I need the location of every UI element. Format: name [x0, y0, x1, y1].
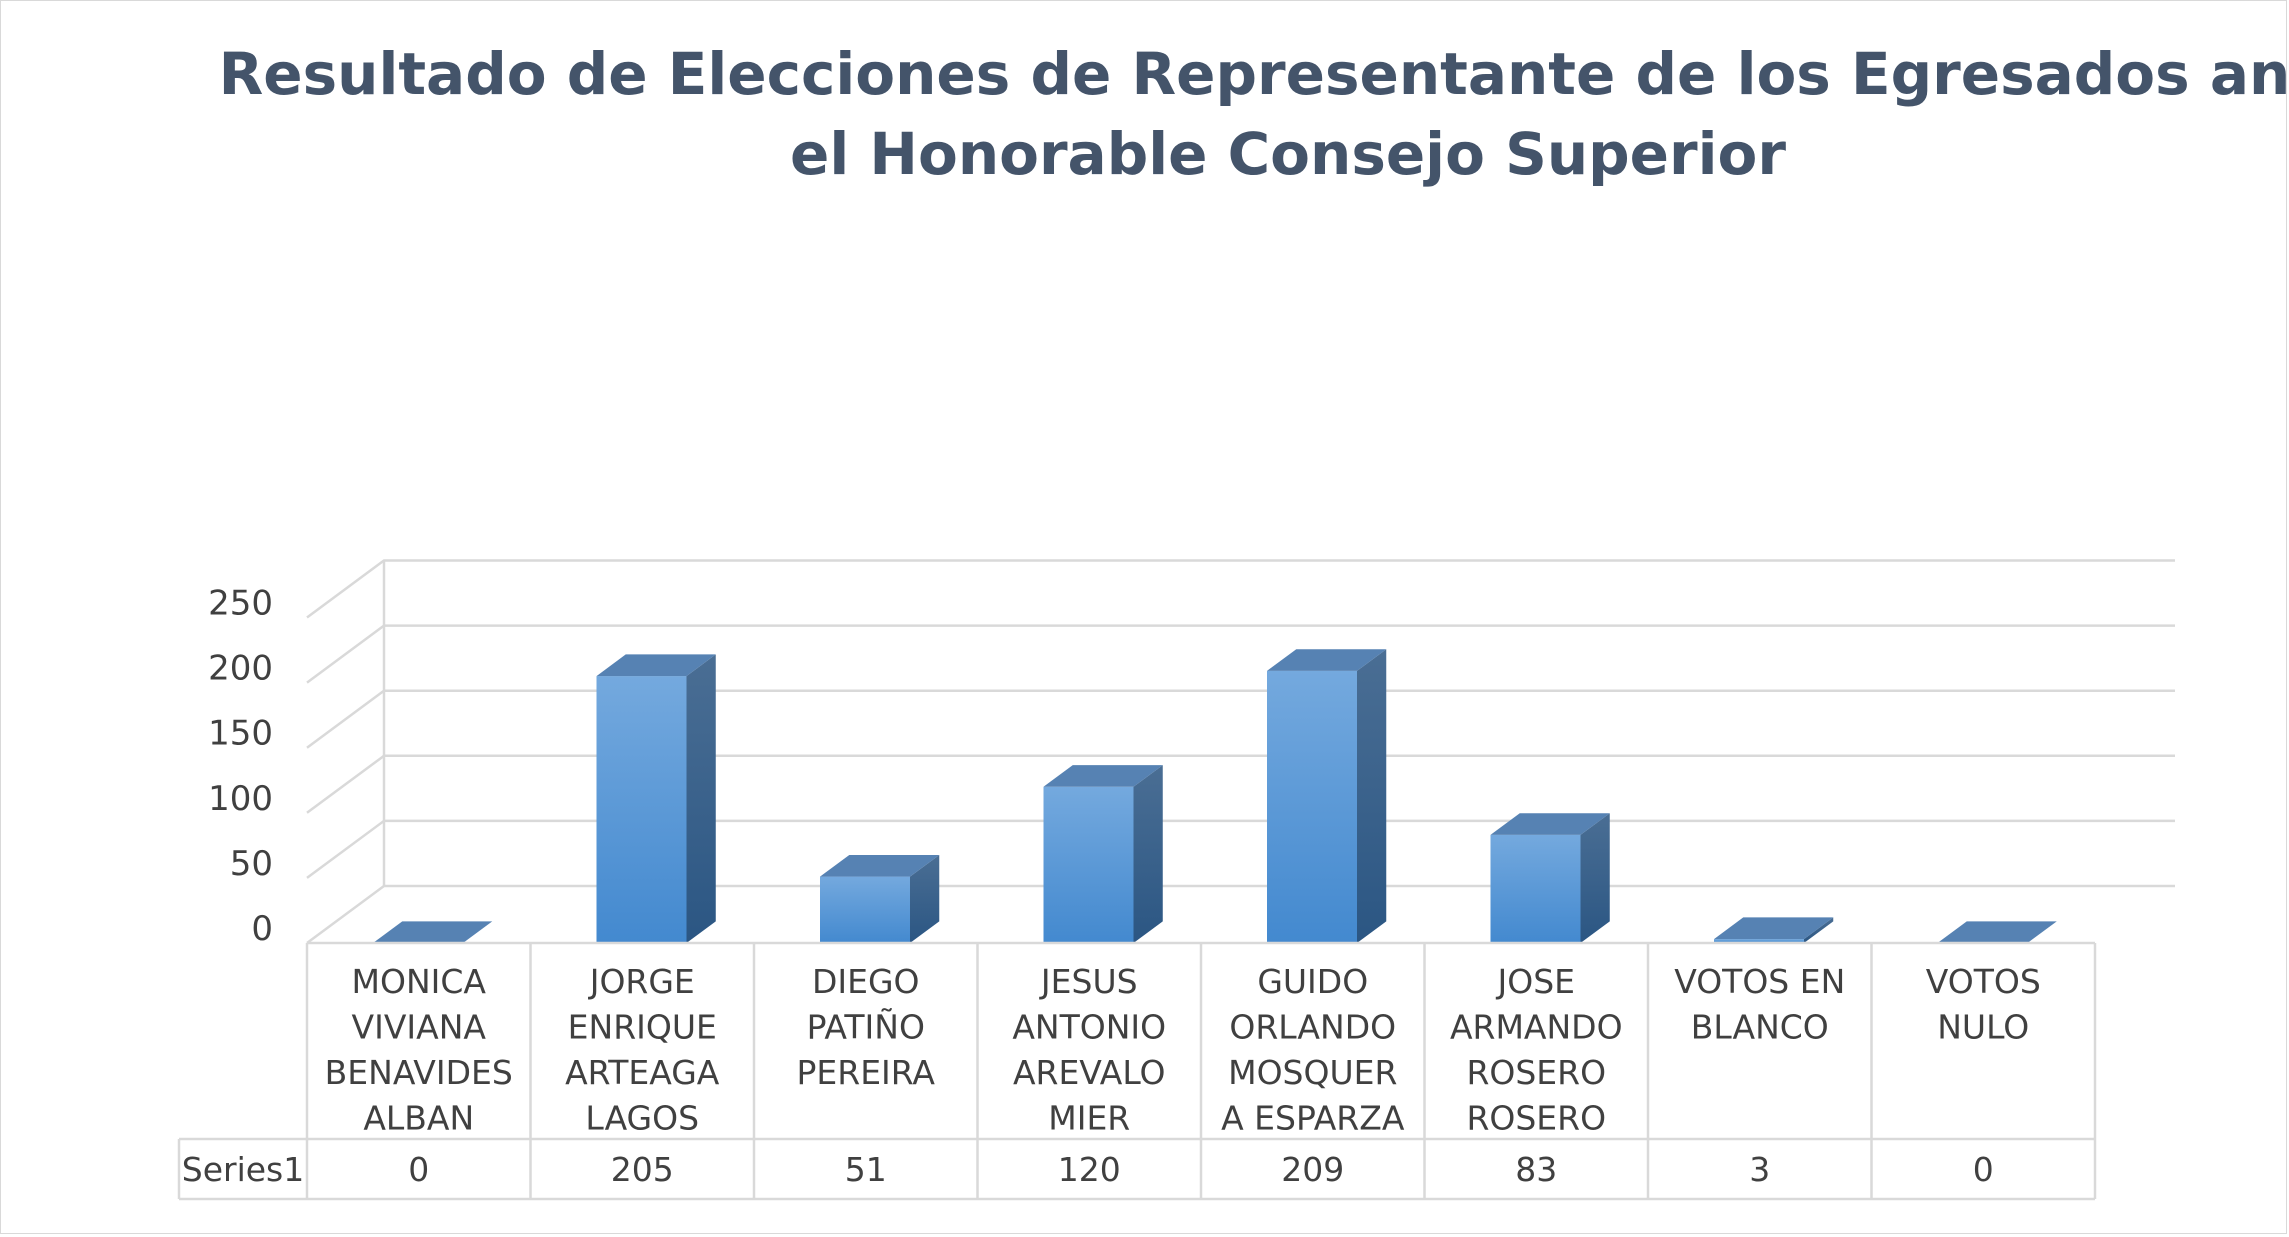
bar-side-4: [1357, 649, 1387, 943]
category-label-3-line-3: MIER: [1048, 1099, 1130, 1138]
category-label-3-line-2: AREVALO: [1013, 1053, 1166, 1092]
y-tick-label-0: 0: [251, 909, 273, 949]
data-label-2: 51: [845, 1150, 887, 1189]
bar-top-4: [1267, 649, 1387, 671]
category-label-4-line-3: A ESPARZA: [1221, 1099, 1405, 1138]
gridline-150: [306, 689, 2175, 749]
bar-side-5: [1580, 813, 1610, 943]
bar-1: [596, 654, 716, 943]
bar-side-2: [910, 854, 940, 943]
category-label-5-line-3: ROSERO: [1466, 1099, 1606, 1138]
category-label-0-line-3: ALBAN: [363, 1099, 474, 1138]
category-label-2-line-2: PEREIRA: [797, 1053, 936, 1092]
bar-7: [1937, 921, 2057, 943]
category-label-7-line-0: VOTOS: [1926, 962, 2041, 1001]
y-tick-label-200: 200: [208, 649, 273, 689]
gridlines: [306, 559, 2175, 945]
bar-top-7: [1937, 921, 2057, 943]
data-table: Series1 MONICA VIVIANA BENAVIDES ALBAN 0 JORGE…: [177, 941, 2097, 1201]
series-name-cell: Series1: [182, 1150, 304, 1189]
category-label-0-line-0: MONICA: [352, 962, 487, 1001]
bar-6: [1714, 917, 1834, 943]
bar-side-3: [1133, 765, 1163, 943]
category-label-0-line-1: VIVIANA: [352, 1008, 487, 1047]
data-label-3: 120: [1058, 1150, 1121, 1189]
data-label-4: 209: [1281, 1150, 1344, 1189]
gridline-100: [306, 754, 2175, 814]
category-label-4-line-2: MOSQUER: [1228, 1053, 1397, 1092]
category-label-6-line-0: VOTOS EN: [1674, 962, 1845, 1001]
bar-front-6: [1714, 939, 1804, 943]
y-tick-label-250: 250: [208, 584, 273, 624]
bar-5: [1490, 813, 1610, 943]
bar-top-1: [596, 654, 716, 677]
bar-top-5: [1490, 813, 1610, 835]
data-label-0: 0: [408, 1150, 429, 1189]
bar-side-1: [686, 654, 716, 943]
data-label-6: 3: [1749, 1150, 1770, 1189]
bar-top-0: [373, 921, 493, 943]
category-label-1-line-0: JORGE: [588, 962, 695, 1001]
chart-title-line-2: el Honorable Consejo Superior: [790, 120, 1786, 188]
category-label-5-line-2: ROSERO: [1466, 1053, 1606, 1092]
category-label-2-line-0: DIEGO: [812, 962, 920, 1001]
gridline-0: [306, 884, 2175, 945]
bar-3: [1043, 765, 1163, 943]
bar-top-6: [1714, 917, 1834, 940]
category-label-2-line-1: PATIÑO: [807, 1008, 925, 1047]
y-axis-tick-labels: 0 50 100 150 200 250: [208, 584, 273, 950]
data-label-7: 0: [1973, 1150, 1994, 1189]
y-tick-label-150: 150: [208, 714, 273, 754]
y-tick-label-50: 50: [230, 844, 273, 884]
bar-front-3: [1043, 786, 1134, 943]
bar-top-3: [1043, 765, 1163, 787]
chart-title-line-1: Resultado de Elecciones de Representante…: [219, 40, 2289, 108]
category-label-3-line-0: JESUS: [1039, 962, 1138, 1001]
bar-2: [820, 854, 940, 943]
category-label-1-line-3: LAGOS: [585, 1099, 699, 1138]
category-label-4-line-1: ORLANDO: [1229, 1008, 1396, 1047]
bar-front-5: [1490, 834, 1581, 943]
bar-side-6: [1804, 917, 1834, 943]
data-label-5: 83: [1515, 1150, 1557, 1189]
bar-top-2: [820, 854, 940, 877]
category-label-7-line-1: NULO: [1937, 1008, 2029, 1047]
category-label-6-line-1: BLANCO: [1691, 1008, 1829, 1047]
category-label-4-line-0: GUIDO: [1257, 962, 1368, 1001]
bar-0: [373, 921, 493, 943]
category-label-1-line-1: ENRIQUE: [568, 1008, 717, 1047]
bars: [373, 649, 2057, 943]
category-label-5-line-1: ARMANDO: [1450, 1008, 1623, 1047]
category-label-1-line-2: ARTEAGA: [565, 1053, 720, 1092]
gridline-250: [306, 559, 2175, 619]
y-tick-label-100: 100: [208, 779, 273, 819]
category-label-0-line-2: BENAVIDES: [325, 1053, 513, 1092]
bar-4: [1267, 649, 1387, 943]
bar-front-2: [820, 876, 910, 943]
gridline-50: [306, 819, 2175, 879]
category-label-3-line-1: ANTONIO: [1012, 1008, 1166, 1047]
bar-front-4: [1267, 670, 1357, 943]
gridline-200: [306, 624, 2175, 684]
data-label-1: 205: [611, 1150, 674, 1189]
category-label-5-line-0: JOSE: [1495, 962, 1575, 1001]
bar-front-1: [596, 676, 687, 943]
